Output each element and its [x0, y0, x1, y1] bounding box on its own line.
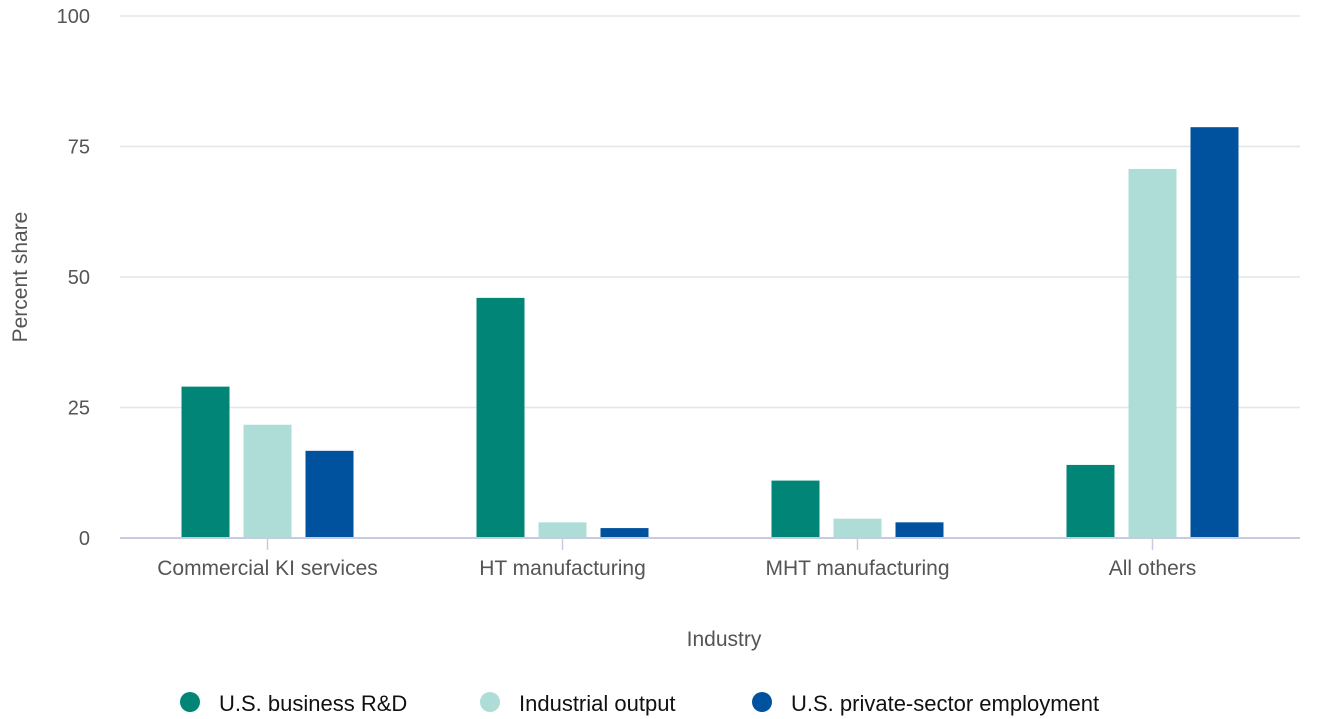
legend-label: Industrial output [519, 691, 676, 716]
x-tick-label: All others [1109, 557, 1197, 580]
y-tick-label: 25 [68, 398, 90, 420]
x-axis: Commercial KI services HT manufacturing MH… [120, 537, 1300, 580]
bar [476, 297, 525, 538]
legend-item: U.S. business R&D [180, 691, 407, 716]
y-axis-title: Percent share [9, 212, 32, 343]
y-tick-label: 50 [68, 267, 90, 289]
legend-label: U.S. private-sector employment [791, 691, 1099, 716]
legend-swatch [180, 692, 200, 712]
x-tick-label: Commercial KI services [157, 557, 378, 580]
bar [305, 450, 354, 538]
legend: U.S. business R&D Industrial output U.S. p… [180, 691, 1099, 716]
gridlines [120, 15, 1300, 409]
legend-swatch [480, 692, 500, 712]
legend-item: U.S. private-sector employment [752, 691, 1099, 716]
x-tick-label: HT manufacturing [479, 557, 646, 580]
y-tick-label: 75 [68, 137, 90, 159]
bar [538, 522, 587, 538]
x-tick-label: MHT manufacturing [765, 557, 949, 580]
bar [895, 522, 944, 538]
legend-label: U.S. business R&D [219, 691, 407, 716]
bar [243, 424, 292, 538]
bar [771, 480, 820, 538]
y-tick-label: 0 [79, 528, 90, 550]
legend-swatch [752, 692, 772, 712]
bars [181, 127, 1239, 539]
bar [600, 528, 649, 538]
y-axis-ticks: 0 25 50 75 100 [57, 6, 90, 550]
bar [1066, 464, 1115, 538]
bar [833, 518, 882, 538]
legend-item: Industrial output [480, 691, 676, 716]
x-axis-title: Industry [687, 628, 762, 651]
bar [1128, 168, 1177, 539]
bar [181, 386, 230, 538]
y-tick-label: 100 [57, 6, 90, 28]
bar [1190, 127, 1239, 538]
